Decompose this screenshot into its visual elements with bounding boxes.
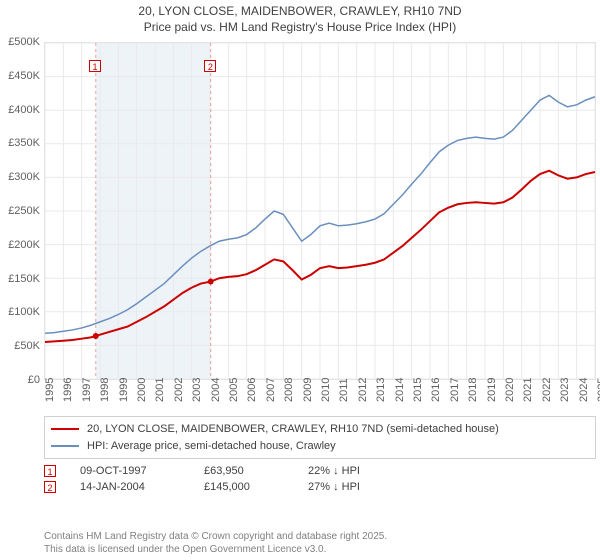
x-tick-label: 2004 xyxy=(210,382,222,402)
x-tick-label: 2024 xyxy=(578,382,590,402)
legend-row-hpi: HPI: Average price, semi-detached house,… xyxy=(51,438,589,455)
legend-box: 20, LYON CLOSE, MAIDENBOWER, CRAWLEY, RH… xyxy=(44,416,596,459)
plot-svg xyxy=(45,43,595,379)
credits-line-2: This data is licensed under the Open Gov… xyxy=(44,543,387,556)
sale-marker-1: 1 xyxy=(44,465,56,477)
x-tick-label: 2000 xyxy=(136,382,148,402)
x-tick-label: 2006 xyxy=(246,382,258,402)
x-tick-label: 2021 xyxy=(522,382,534,402)
sale-price-1: £63,950 xyxy=(204,465,284,477)
chart-container: 20, LYON CLOSE, MAIDENBOWER, CRAWLEY, RH… xyxy=(0,0,600,560)
x-tick-label: 2009 xyxy=(302,382,314,402)
title-line-2: Price paid vs. HM Land Registry's House … xyxy=(0,20,600,36)
x-tick-label: 2018 xyxy=(467,382,479,402)
x-tick-label: 2011 xyxy=(338,382,350,402)
y-tick-label: £0 xyxy=(0,374,40,386)
y-tick-label: £500K xyxy=(0,36,40,48)
y-tick-label: £300K xyxy=(0,171,40,183)
credits: Contains HM Land Registry data © Crown c… xyxy=(44,530,387,556)
x-tick-label: 2010 xyxy=(320,382,332,402)
legend: 20, LYON CLOSE, MAIDENBOWER, CRAWLEY, RH… xyxy=(44,416,596,497)
legend-label-property: 20, LYON CLOSE, MAIDENBOWER, CRAWLEY, RH… xyxy=(87,421,499,438)
sale-date-2: 14-JAN-2004 xyxy=(80,481,180,493)
legend-swatch-hpi xyxy=(51,445,79,447)
x-tick-label: 2019 xyxy=(486,382,498,402)
x-tick-label: 2014 xyxy=(394,382,406,402)
sale-note-2: 27% ↓ HPI xyxy=(308,481,360,493)
sale-price-2: £145,000 xyxy=(204,481,284,493)
x-tick-label: 2015 xyxy=(412,382,424,402)
y-tick-label: £250K xyxy=(0,205,40,217)
legend-row-property: 20, LYON CLOSE, MAIDENBOWER, CRAWLEY, RH… xyxy=(51,421,589,438)
credits-line-1: Contains HM Land Registry data © Crown c… xyxy=(44,530,387,543)
chart-sale-marker: 1 xyxy=(89,60,101,72)
x-tick-label: 2007 xyxy=(265,382,277,402)
x-tick-label: 2013 xyxy=(375,382,387,402)
x-tick-label: 1995 xyxy=(44,382,56,402)
y-tick-label: £400K xyxy=(0,104,40,116)
x-tick-label: 1997 xyxy=(81,382,93,402)
x-tick-label: 2020 xyxy=(504,382,516,402)
y-tick-label: £350K xyxy=(0,137,40,149)
y-tick-label: £100K xyxy=(0,306,40,318)
y-tick-label: £50K xyxy=(0,340,40,352)
x-tick-label: 2002 xyxy=(173,382,185,402)
sale-date-1: 09-OCT-1997 xyxy=(80,465,180,477)
x-tick-label: 2003 xyxy=(191,382,203,402)
legend-swatch-property xyxy=(51,428,79,430)
y-tick-label: £450K xyxy=(0,70,40,82)
x-tick-label: 1999 xyxy=(118,382,130,402)
x-tick-label: 2016 xyxy=(430,382,442,402)
title-line-1: 20, LYON CLOSE, MAIDENBOWER, CRAWLEY, RH… xyxy=(0,4,600,20)
sale-note-1: 22% ↓ HPI xyxy=(308,465,360,477)
y-tick-label: £200K xyxy=(0,239,40,251)
chart-sale-marker: 2 xyxy=(204,60,216,72)
x-tick-label: 1996 xyxy=(62,382,74,402)
x-tick-label: 2017 xyxy=(449,382,461,402)
sale-row-1: 1 09-OCT-1997 £63,950 22% ↓ HPI xyxy=(44,465,596,477)
x-tick-label: 2025 xyxy=(596,382,600,402)
y-tick-label: £150K xyxy=(0,273,40,285)
x-tick-label: 2001 xyxy=(154,382,166,402)
x-tick-label: 2008 xyxy=(283,382,295,402)
x-tick-label: 1998 xyxy=(99,382,111,402)
legend-label-hpi: HPI: Average price, semi-detached house,… xyxy=(87,438,336,455)
plot-area xyxy=(44,42,596,380)
x-tick-label: 2012 xyxy=(357,382,369,402)
x-tick-label: 2022 xyxy=(541,382,553,402)
sale-marker-2: 2 xyxy=(44,481,56,493)
x-tick-label: 2005 xyxy=(228,382,240,402)
sale-row-2: 2 14-JAN-2004 £145,000 27% ↓ HPI xyxy=(44,481,596,493)
chart-title: 20, LYON CLOSE, MAIDENBOWER, CRAWLEY, RH… xyxy=(0,0,600,35)
x-tick-label: 2023 xyxy=(559,382,571,402)
